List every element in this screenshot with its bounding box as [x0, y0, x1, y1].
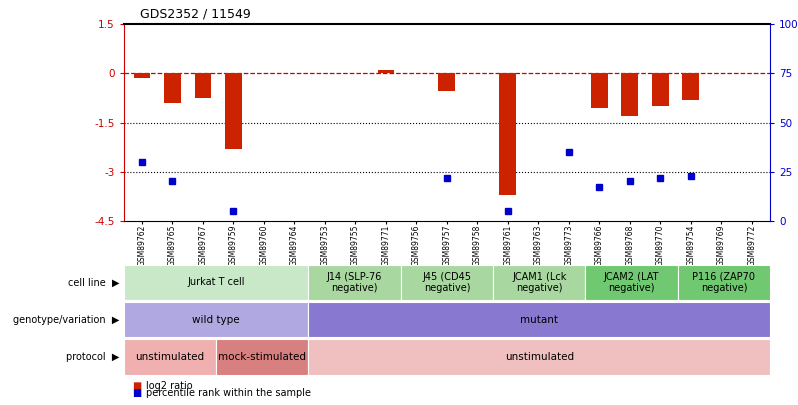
Text: wild type: wild type: [192, 315, 240, 325]
Bar: [622, 73, 638, 116]
Text: protocol  ▶: protocol ▶: [66, 352, 120, 362]
Text: GDS2352 / 11549: GDS2352 / 11549: [140, 7, 251, 20]
Bar: [377, 70, 394, 73]
Text: ■: ■: [132, 381, 141, 390]
Bar: [500, 73, 516, 194]
Text: JCAM1 (Lck
negative): JCAM1 (Lck negative): [512, 272, 567, 293]
Text: Jurkat T cell: Jurkat T cell: [188, 277, 245, 288]
Text: cell line  ▶: cell line ▶: [68, 277, 120, 288]
Bar: [195, 73, 211, 98]
Text: genotype/variation  ▶: genotype/variation ▶: [14, 315, 120, 325]
Text: unstimulated: unstimulated: [504, 352, 574, 362]
Text: P116 (ZAP70
negative): P116 (ZAP70 negative): [693, 272, 756, 293]
Bar: [225, 73, 242, 149]
Bar: [652, 73, 669, 106]
Text: mutant: mutant: [520, 315, 559, 325]
Text: log2 ratio: log2 ratio: [146, 381, 192, 390]
Text: mock-stimulated: mock-stimulated: [218, 352, 306, 362]
Text: J14 (SLP-76
negative): J14 (SLP-76 negative): [327, 272, 382, 293]
Text: J45 (CD45
negative): J45 (CD45 negative): [422, 272, 472, 293]
Bar: [438, 73, 456, 92]
Text: unstimulated: unstimulated: [136, 352, 204, 362]
Text: percentile rank within the sample: percentile rank within the sample: [146, 388, 311, 398]
Bar: [133, 73, 150, 78]
Bar: [591, 73, 608, 108]
Bar: [164, 73, 181, 103]
Text: ■: ■: [132, 388, 141, 398]
Bar: [682, 73, 699, 100]
Text: JCAM2 (LAT
negative): JCAM2 (LAT negative): [604, 272, 659, 293]
